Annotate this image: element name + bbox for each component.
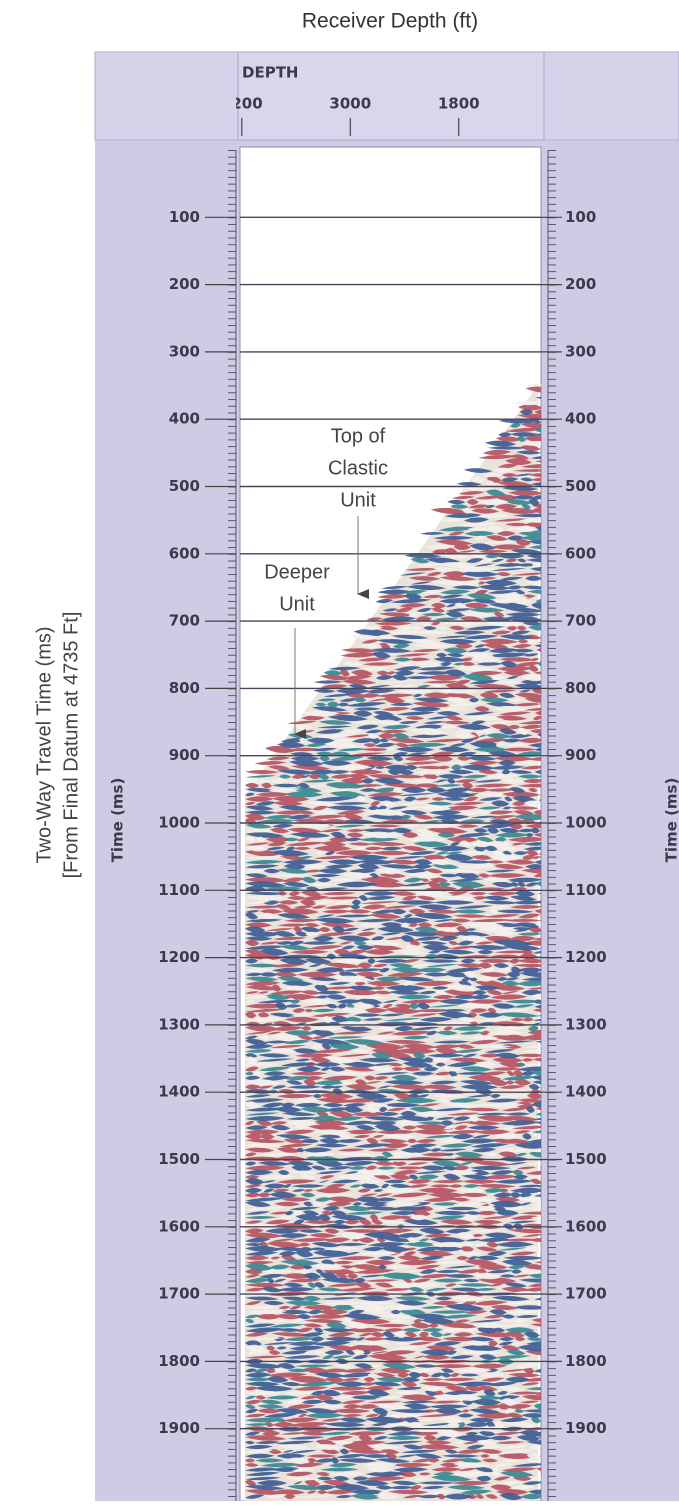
- y2-axis-label: Time (ms): [663, 778, 679, 863]
- y-tick-label: 1800: [158, 1352, 200, 1370]
- y-tick-label: 1300: [158, 1015, 200, 1033]
- annotation-line: Top of: [331, 425, 386, 447]
- y-tick-label: 900: [169, 746, 200, 764]
- y-tick-label: 500: [169, 477, 200, 495]
- y-tick-label: 600: [169, 544, 200, 562]
- x-axis-label: DEPTH: [242, 64, 298, 82]
- y2-tick-label: 200: [565, 275, 596, 293]
- y2-tick-label: 1400: [565, 1083, 607, 1101]
- y-tick-label: 700: [169, 612, 200, 630]
- y-tick-label: 200: [169, 275, 200, 293]
- y2-tick-label: 1300: [565, 1015, 607, 1033]
- annotation-line: Unit: [340, 489, 376, 511]
- x-tick-label: 3000: [329, 95, 371, 113]
- y2-tick-label: 300: [565, 342, 596, 360]
- y-tick-label: 1700: [158, 1285, 200, 1303]
- y-title-line: Two-Way Travel Time (ms): [33, 626, 55, 863]
- y2-tick-label: 1600: [565, 1217, 607, 1235]
- y2-tick-label: 500: [565, 477, 596, 495]
- y2-tick-label: 1100: [565, 881, 607, 899]
- y-tick-label: 1600: [158, 1217, 200, 1235]
- y2-tick-label: 1800: [565, 1352, 607, 1370]
- y-tick-label: 400: [169, 410, 200, 428]
- y2-tick-label: 800: [565, 679, 596, 697]
- y2-tick-label: 1500: [565, 1150, 607, 1168]
- y2-tick-label: 600: [565, 544, 596, 562]
- x-tick-label: 1800: [438, 95, 480, 113]
- y2-tick-label: 1900: [565, 1419, 607, 1437]
- y2-tick-label: 1200: [565, 948, 607, 966]
- y-tick-label: 1200: [158, 948, 200, 966]
- right-ruler: [548, 150, 556, 1501]
- y-tick-label: 1500: [158, 1150, 200, 1168]
- y-tick-label: 1000: [158, 814, 200, 832]
- chart-title: Receiver Depth (ft): [302, 10, 478, 33]
- y-tick-label: 1100: [158, 881, 200, 899]
- y-tick-label: 300: [169, 342, 200, 360]
- y2-tick-label: 400: [565, 410, 596, 428]
- annotation-line: Deeper: [264, 561, 330, 583]
- y-tick-label: 800: [169, 679, 200, 697]
- y-tick-label: 1900: [158, 1419, 200, 1437]
- annotation-line: Unit: [279, 593, 315, 615]
- y-tick-label: 100: [169, 208, 200, 226]
- y2-tick-label: 900: [565, 746, 596, 764]
- y-axis-label: Time (ms): [109, 778, 127, 863]
- annotation-line: Clastic: [328, 457, 388, 479]
- y2-tick-label: 700: [565, 612, 596, 630]
- y2-tick-label: 1000: [565, 814, 607, 832]
- y2-tick-label: 100: [565, 208, 596, 226]
- y-title-line: [From Final Datum at 4735 Ft]: [60, 612, 82, 879]
- y-tick-label: 1400: [158, 1083, 200, 1101]
- left-ruler: [228, 150, 236, 1501]
- y2-tick-label: 1700: [565, 1285, 607, 1303]
